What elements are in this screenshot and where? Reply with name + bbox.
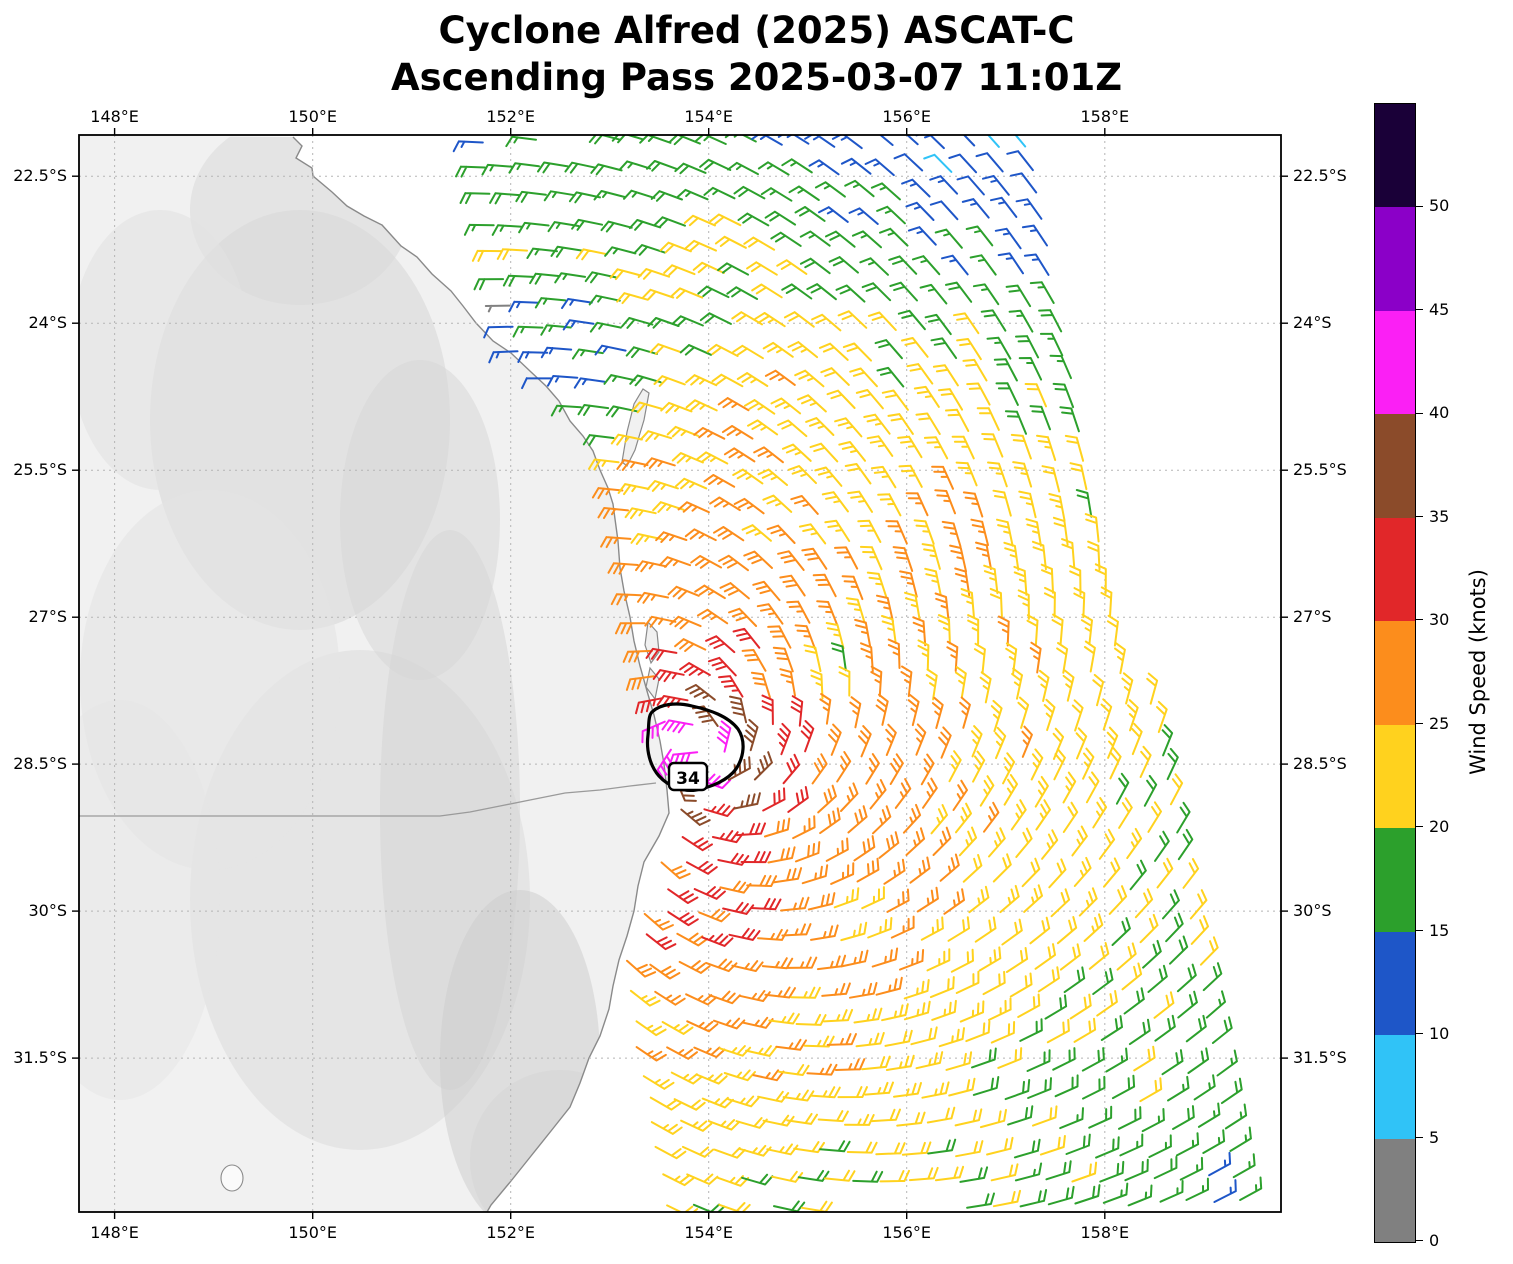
colorbar-segment (1375, 724, 1415, 829)
state-border (79, 782, 657, 817)
colorbar-segment (1375, 828, 1415, 932)
colorbar-tick-label: 40 (1429, 403, 1450, 423)
colorbar-tick-mark (1415, 722, 1423, 724)
colorbar-axis-label: Wind Speed (knots) (1466, 569, 1490, 775)
colorbar-tick-mark (1415, 205, 1423, 207)
lat-tick-label-left: 24°S (28, 313, 67, 332)
colorbar-segment (1375, 310, 1415, 415)
gale-contour-label-box (667, 761, 709, 792)
lon-tick-label-top: 148°E (90, 107, 139, 126)
colorbar-tick-label: 20 (1429, 817, 1450, 837)
lat-tick-label-right: 31.5°S (1293, 1048, 1347, 1067)
title-line-2: Ascending Pass 2025-03-07 11:01Z (390, 55, 1123, 99)
lat-tick-label-left: 30°S (28, 901, 67, 920)
lon-tick-label-bottom: 156°E (882, 1223, 931, 1242)
lon-tick-label-bottom: 148°E (90, 1223, 139, 1242)
colorbar-segment (1375, 1035, 1415, 1139)
colorbar-tick-mark (1415, 412, 1423, 414)
colorbar-tick-label: 45 (1429, 299, 1450, 319)
lon-tick-label-bottom: 152°E (486, 1223, 535, 1242)
colorbar-tick-mark (1415, 309, 1423, 311)
plot-border (78, 134, 1282, 1213)
colorbar-tick-label: 30 (1429, 610, 1450, 630)
colorbar-segment (1375, 621, 1415, 725)
lat-tick-label-right: 27°S (1293, 607, 1332, 626)
lon-tick-label-top: 152°E (486, 107, 535, 126)
colorbar-tick-label: 50 (1429, 196, 1450, 216)
title-line-1: Cyclone Alfred (2025) ASCAT-C (438, 9, 1075, 52)
colorbar-segment (1375, 414, 1415, 518)
lon-tick-label-top: 150°E (288, 107, 337, 126)
lat-tick-label-left: 27°S (28, 607, 67, 626)
colorbar-segment (1375, 104, 1415, 208)
lon-tick-label-top: 158°E (1080, 107, 1129, 126)
colorbar-tick-mark (1415, 516, 1423, 518)
colorbar (1374, 103, 1416, 1243)
lat-tick-label-left: 28.5°S (13, 754, 67, 773)
colorbar-tick-label: 35 (1429, 506, 1450, 526)
colorbar-tick-label: 10 (1429, 1024, 1450, 1044)
land (79, 135, 669, 1212)
colorbar-tick-mark (1415, 826, 1423, 828)
lat-tick-label-left: 25.5°S (13, 460, 67, 479)
gale-contour-label: 34 (676, 769, 700, 789)
colorbar-tick-label: 5 (1429, 1127, 1440, 1147)
lat-tick-label-right: 28.5°S (1293, 754, 1347, 773)
lon-tick-label-top: 154°E (684, 107, 733, 126)
colorbar-tick-label: 25 (1429, 713, 1450, 733)
small-lake-outline (220, 1164, 244, 1192)
lon-tick-label-top: 156°E (882, 107, 931, 126)
colorbar-tick-mark (1415, 929, 1423, 931)
lon-tick-label-bottom: 150°E (288, 1223, 337, 1242)
lat-tick-label-right: 30°S (1293, 901, 1332, 920)
lat-tick-label-right: 25.5°S (1293, 460, 1347, 479)
colorbar-tick-mark (1415, 1033, 1423, 1035)
lon-tick-label-bottom: 154°E (684, 1223, 733, 1242)
colorbar-tick-mark (1415, 1136, 1423, 1138)
colorbar-segment (1375, 931, 1415, 1036)
terrain-shading (79, 135, 650, 1212)
lat-tick-label-right: 22.5°S (1293, 166, 1347, 185)
colorbar-tick-mark (1415, 619, 1423, 621)
colorbar-tick-label: 0 (1429, 1231, 1440, 1250)
lat-tick-label-left: 31.5°S (13, 1048, 67, 1067)
coastline (292, 136, 670, 1212)
lat-tick-label-left: 22.5°S (13, 166, 67, 185)
gale-radius-contour (645, 702, 745, 792)
wind-barbs (452, 135, 1263, 1212)
colorbar-segment (1375, 517, 1415, 622)
colorbar-tick-mark (1415, 1240, 1423, 1242)
lon-tick-label-bottom: 158°E (1080, 1223, 1129, 1242)
colorbar-tick-label: 15 (1429, 920, 1450, 940)
fraser-island (621, 388, 650, 467)
tick-marks (72, 128, 1288, 1219)
colorbar-segment (1375, 1138, 1415, 1242)
colorbar-segment (1375, 207, 1415, 311)
lat-tick-label-right: 24°S (1293, 313, 1332, 332)
chart-title: Cyclone Alfred (2025) ASCAT-C Ascending … (0, 8, 1513, 102)
